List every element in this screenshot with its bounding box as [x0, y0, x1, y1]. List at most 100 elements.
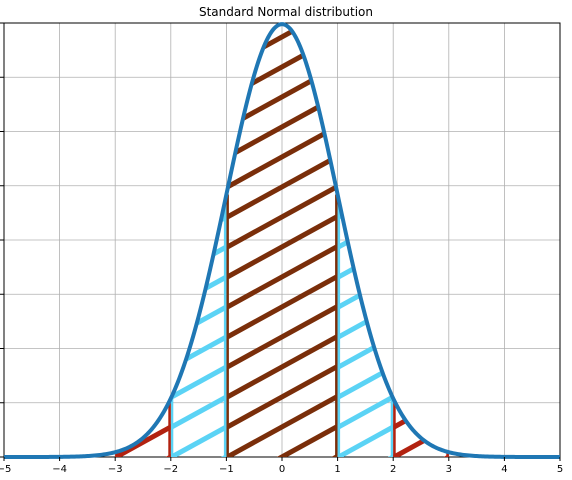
hatch-line	[115, 398, 171, 457]
hatch-line	[115, 398, 171, 457]
x-tick-label: 4	[501, 464, 507, 475]
hatch-line	[226, 405, 338, 458]
hatch-line	[337, 194, 394, 457]
hatch-line	[0, 0, 572, 8]
hatch-line	[115, 398, 171, 457]
hatch-line	[393, 398, 449, 457]
hatch-line	[0, 468, 572, 480]
hatch-line	[115, 405, 171, 457]
hatch-line	[393, 398, 449, 457]
x-tick-label: −4	[52, 464, 67, 475]
x-tick-label: −1	[219, 464, 234, 475]
x-tick-label: −2	[163, 464, 178, 475]
hatch-line	[226, 24, 338, 101]
hatch-line	[170, 194, 227, 457]
hatch-line	[393, 398, 449, 457]
hatch-line	[393, 398, 449, 457]
hatch-line	[226, 24, 338, 458]
hatch-line	[226, 435, 338, 458]
hatch-line	[0, 0, 572, 338]
hatch-line	[226, 24, 338, 341]
hatch-line	[0, 0, 572, 278]
hatch-line	[393, 398, 449, 457]
hatch-line	[226, 45, 338, 458]
hatch-line	[170, 194, 227, 457]
hatch-line	[226, 75, 338, 458]
hatch-line	[393, 398, 449, 457]
hatch-line	[0, 0, 572, 98]
hatch-line	[226, 285, 338, 458]
hatch-line	[337, 194, 394, 281]
hatch-line	[226, 24, 338, 401]
hatch-line	[170, 225, 227, 457]
hatch-line	[0, 0, 572, 278]
x-tick-label: −5	[0, 464, 11, 475]
hatch-line	[337, 345, 394, 457]
hatch-line	[0, 0, 572, 8]
hatch-line	[0, 0, 572, 98]
hatch-line	[170, 194, 227, 457]
x-tick-label: 1	[334, 464, 340, 475]
hatch-line	[337, 194, 394, 457]
hatch-line	[393, 435, 449, 457]
hatch-line	[170, 194, 227, 401]
hatch-line	[226, 225, 338, 458]
hatch-line	[170, 194, 227, 457]
hatch-line	[170, 435, 227, 457]
x-tick-label: 5	[557, 464, 563, 475]
hatch-line	[170, 285, 227, 457]
hatch-line	[337, 194, 394, 401]
hatch-line	[0, 468, 572, 480]
hatch-line	[0, 0, 572, 8]
hatch-line	[115, 398, 171, 457]
hatch-line	[170, 255, 227, 457]
hatch-line	[226, 345, 338, 458]
hatch-line	[0, 468, 572, 480]
chart-title: Standard Normal distribution	[198, 5, 374, 19]
hatch-line	[337, 194, 394, 341]
hatch-line	[115, 398, 171, 457]
x-tick-label: −3	[108, 464, 123, 475]
hatch-line	[0, 0, 572, 98]
hatch-line	[115, 398, 171, 457]
hatch-line	[170, 194, 227, 457]
hatch-line	[393, 398, 449, 401]
hatch-line	[337, 405, 394, 457]
hatch-line	[393, 398, 449, 457]
hatch-line	[226, 24, 338, 281]
hatch-line	[0, 0, 572, 8]
hatch-line	[393, 405, 449, 457]
grid	[3, 22, 561, 458]
hatch-line	[337, 255, 394, 457]
x-tick-label: 0	[279, 464, 285, 475]
hatch-line	[337, 285, 394, 457]
hatch-line	[115, 398, 171, 457]
hatch-line	[337, 194, 394, 457]
hatch-line	[0, 0, 572, 338]
x-tick-label: 3	[446, 464, 452, 475]
hatch-line	[226, 24, 338, 458]
hatch-line	[0, 0, 572, 8]
hatch-line	[337, 194, 394, 457]
hatch-line	[337, 225, 394, 457]
x-tick-label: 2	[390, 464, 396, 475]
hatch-line	[393, 398, 449, 457]
hatch-line	[170, 345, 227, 457]
hatch-line	[226, 255, 338, 458]
hatch-line	[0, 468, 572, 480]
hatch-line	[170, 405, 227, 457]
hatch-line	[337, 194, 394, 457]
hatch-line	[0, 468, 572, 480]
hatch-line	[170, 194, 227, 341]
pdf-curve	[4, 22, 560, 459]
hatch-line	[115, 398, 171, 401]
hatch-line	[0, 0, 572, 98]
hatch-line	[115, 398, 171, 457]
hatch-line	[393, 398, 449, 457]
hatch-line	[337, 435, 394, 457]
hatch-line	[226, 135, 338, 458]
hatch-line	[115, 435, 171, 457]
hatch-line	[115, 398, 171, 457]
hatch-line	[170, 194, 227, 281]
